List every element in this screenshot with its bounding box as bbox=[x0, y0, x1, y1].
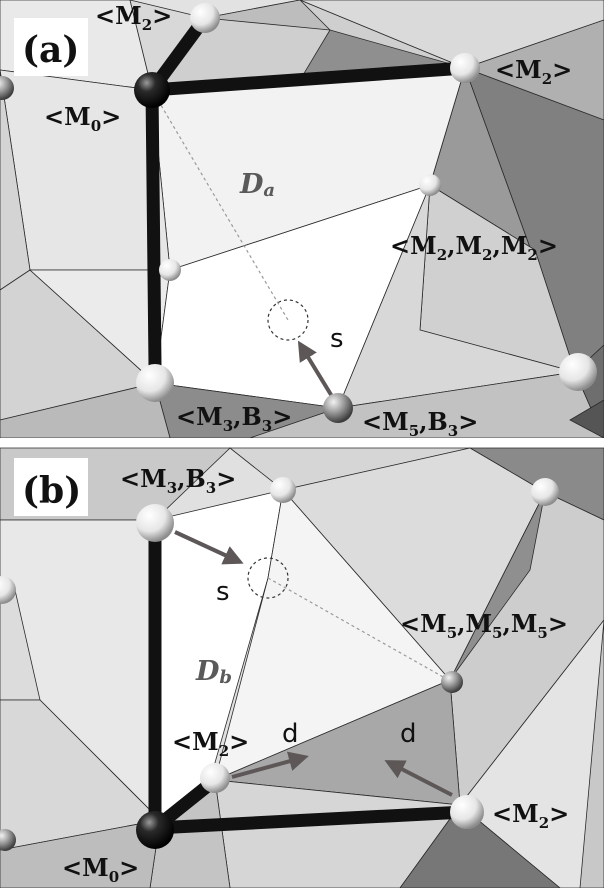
label-b-m3b3: <M3,B3> bbox=[120, 464, 236, 497]
panel-separator bbox=[0, 438, 604, 448]
panel-b-move-label: s bbox=[216, 577, 230, 607]
label-a-m2-top: <M2> bbox=[95, 1, 172, 34]
panel-b-tessellation bbox=[0, 447, 604, 888]
panel-b-domain-label: Db bbox=[195, 656, 232, 688]
panel-a-label: (a) bbox=[22, 29, 79, 71]
label-b-m0: <M0> bbox=[62, 853, 139, 886]
label-a-m3b3: <M3,B3> bbox=[176, 402, 292, 435]
panel-a-domain-label: Da bbox=[239, 169, 275, 201]
panel-a-label-bg bbox=[14, 18, 88, 76]
panel-b-dir-label-2: d bbox=[400, 719, 417, 749]
panel-a-vacancy-circle bbox=[267, 299, 309, 341]
label-b-m2-right: <M2> bbox=[492, 799, 569, 832]
panel-a-move-arrow bbox=[297, 340, 335, 400]
panel-b-guide-line bbox=[267, 577, 453, 683]
label-b-m2-mid: <M2> bbox=[172, 727, 249, 760]
panel-b-dir-label-1: d bbox=[282, 719, 299, 749]
label-a-m0: <M0> bbox=[44, 102, 121, 135]
panel-a: (a) Da s <M2> <M2> <M0> <M2,M2,M2> <M3,B… bbox=[0, 0, 604, 440]
panel-b-move-arrow bbox=[174, 530, 244, 565]
panel-b-label: (b) bbox=[22, 470, 81, 512]
label-a-m5b3: <M5,B3> bbox=[362, 407, 478, 440]
panel-b: (b) Db s d d <M3,B3> <M5,M5,M5> <M2> <M2… bbox=[0, 447, 604, 888]
label-b-m5m5m5: <M5,M5,M5> bbox=[400, 609, 568, 642]
label-a-m2-right: <M2> bbox=[495, 55, 572, 88]
panel-a-atoms bbox=[0, 3, 597, 423]
panel-b-vacancy-circle bbox=[247, 557, 289, 599]
panel-b-dir-arrow-1 bbox=[231, 751, 309, 779]
panel-a-guide-line bbox=[151, 89, 289, 321]
panel-b-atoms bbox=[0, 477, 559, 851]
panel-a-move-label: s bbox=[330, 324, 344, 354]
panel-b-label-bg bbox=[14, 458, 88, 516]
label-a-m2m2m2: <M2,M2,M2> bbox=[390, 231, 558, 264]
panel-b-dir-arrow-2 bbox=[384, 760, 453, 797]
